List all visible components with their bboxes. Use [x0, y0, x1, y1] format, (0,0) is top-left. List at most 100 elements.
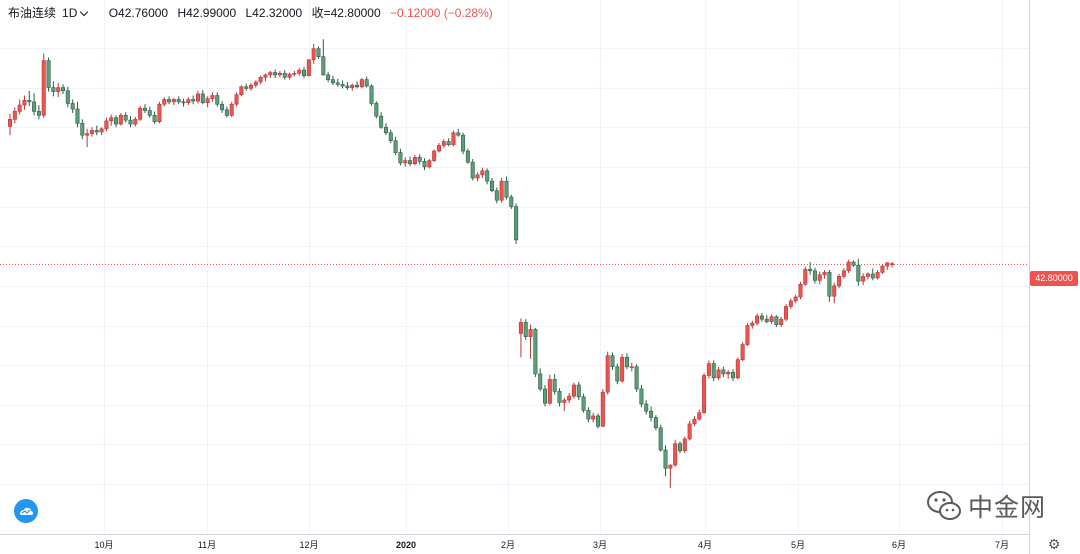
candle-body: [547, 379, 552, 404]
candle-body: [138, 107, 143, 120]
candle-body: [46, 60, 51, 88]
candle-body: [644, 403, 649, 412]
candle-body: [297, 69, 302, 74]
candle-body: [330, 79, 335, 84]
last-price-label: 42.80000: [1030, 271, 1078, 286]
candle-body: [345, 85, 350, 88]
time-axis-label: 10月: [94, 540, 113, 550]
candle-body: [41, 60, 46, 116]
candle-body: [263, 74, 268, 78]
time-axis-label: 12月: [299, 540, 318, 550]
candle-body: [653, 417, 658, 429]
candle-body: [798, 283, 803, 298]
candle-body: [586, 410, 591, 420]
candle-body: [465, 150, 470, 163]
candle-body: [745, 325, 750, 345]
wechat-icon: [927, 491, 961, 520]
candle-body: [311, 48, 316, 61]
candle-body: [576, 384, 581, 398]
candle-body: [817, 274, 822, 281]
candle-body: [673, 443, 678, 466]
candle-body: [321, 56, 326, 76]
candle-body: [562, 399, 567, 403]
candle-body: [277, 73, 282, 76]
candle-body: [61, 87, 66, 92]
candle-body: [176, 99, 181, 103]
candle-body: [118, 115, 123, 125]
candle-body: [364, 79, 369, 87]
close-value: 收=42.80000: [311, 6, 381, 20]
candle-body: [596, 415, 601, 427]
candle-body: [480, 170, 485, 176]
candle-body: [167, 99, 172, 103]
candle-body: [697, 412, 702, 420]
candle-body: [388, 132, 393, 142]
chart-grid: [0, 0, 1029, 534]
candle-body: [451, 132, 456, 145]
candle-body: [147, 110, 152, 116]
candle-body: [412, 157, 417, 165]
candle-body: [99, 128, 104, 133]
candle-body: [591, 415, 596, 420]
candle-body: [779, 318, 784, 326]
legend-header: 布油连续 1D O42.76000 H42.99000 L42.32000 收=4…: [8, 4, 499, 21]
watermark: 中金网: [926, 488, 1046, 524]
candle-body: [75, 108, 80, 124]
candle-body: [417, 157, 422, 162]
candle-body: [774, 316, 779, 326]
candle-body: [489, 180, 494, 191]
candle-body: [302, 69, 307, 76]
candle-body: [441, 141, 446, 146]
cloud-logo-icon[interactable]: [14, 499, 38, 523]
candle-body: [634, 366, 639, 390]
chevron-down-icon[interactable]: [80, 7, 89, 17]
candle-body: [649, 410, 654, 418]
candle-body: [851, 261, 856, 266]
time-axis-label: 2月: [501, 540, 515, 550]
candle-body: [446, 141, 451, 145]
candle-body: [755, 315, 760, 324]
candle-body: [822, 272, 827, 276]
candle-body: [624, 356, 629, 368]
candle-body: [538, 373, 543, 390]
candle-body: [759, 315, 764, 320]
candle-body: [8, 119, 13, 127]
candle-body: [620, 356, 625, 382]
candle-body: [109, 117, 114, 122]
candle-body: [600, 391, 605, 427]
candle-body: [152, 115, 157, 122]
candle-body: [793, 296, 798, 302]
candle-body: [861, 276, 866, 282]
candle-body: [788, 300, 793, 307]
symbol-name[interactable]: 布油连续: [8, 6, 57, 20]
open-value: O42.76000: [108, 6, 169, 20]
candle-body: [832, 285, 837, 297]
candle-body: [340, 84, 345, 87]
candle-body: [104, 120, 109, 130]
candle-body: [408, 160, 413, 165]
candle-body: [316, 48, 321, 57]
candle-body: [94, 130, 99, 133]
candle-body: [475, 174, 480, 179]
candle-body: [229, 103, 234, 116]
candle-body: [374, 103, 379, 117]
gear-icon[interactable]: ⚙: [1047, 536, 1061, 552]
candle-body: [306, 59, 311, 76]
watermark-text: 中金网: [968, 493, 1047, 522]
candle-body: [523, 322, 528, 337]
candle-body: [432, 150, 437, 161]
candle-body: [56, 87, 61, 92]
timeframe[interactable]: 1D: [62, 6, 78, 20]
candle-body: [668, 464, 673, 469]
candle-body: [663, 449, 668, 469]
candle-body: [350, 84, 355, 88]
candle-body: [509, 196, 514, 207]
candle-body: [528, 329, 533, 337]
candle-body: [85, 133, 90, 136]
candle-body: [605, 355, 610, 393]
candle-body: [740, 344, 745, 360]
candle-body: [692, 418, 697, 425]
candle-body: [629, 366, 634, 369]
candle-body: [711, 363, 716, 379]
